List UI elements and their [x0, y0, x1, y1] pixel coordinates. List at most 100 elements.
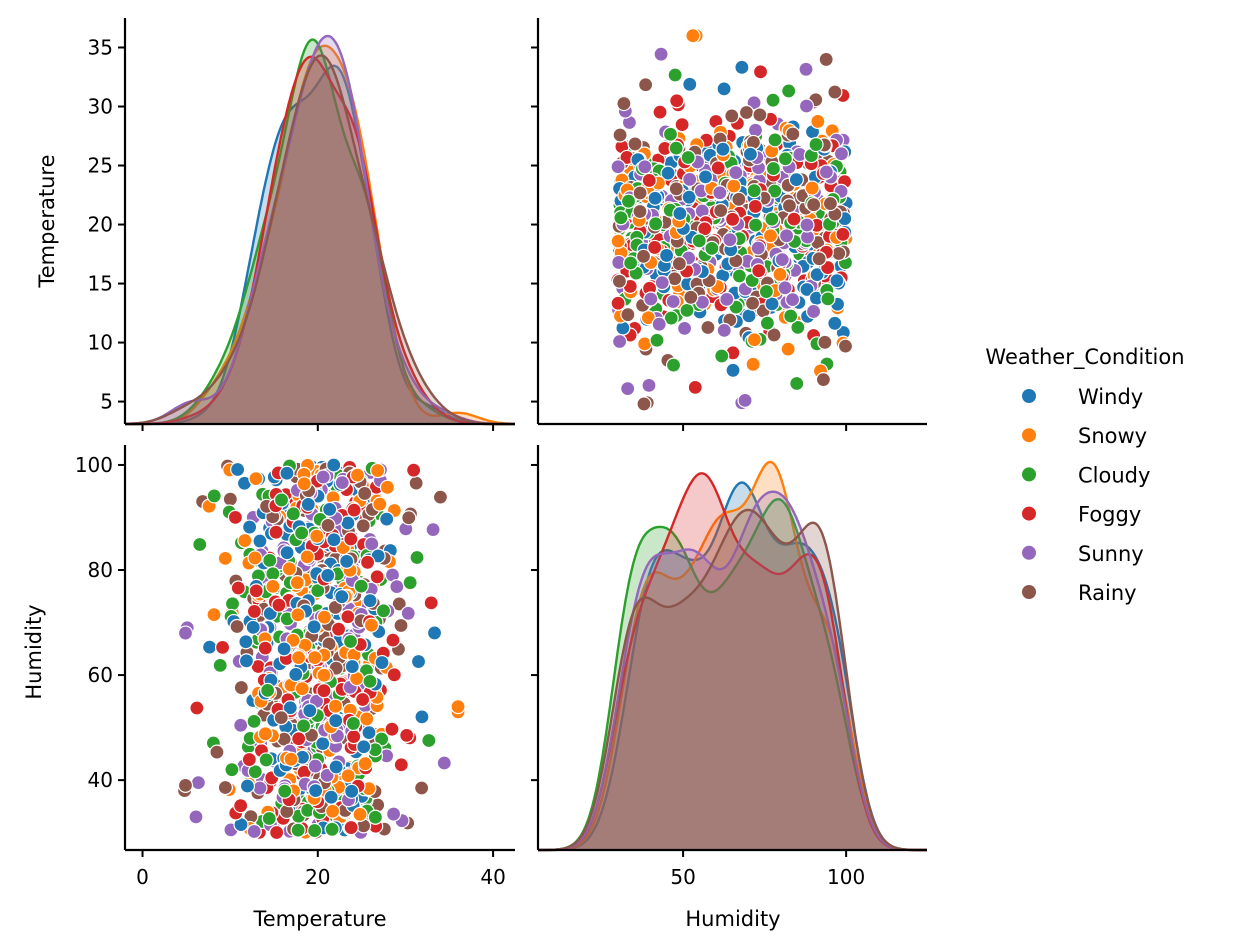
scatter-point-windy: [361, 725, 377, 741]
scatter-point-rainy: [222, 491, 238, 507]
scatter-point-rainy: [781, 198, 798, 214]
scatter-point-rainy: [713, 202, 729, 219]
kde-fill-windy: [538, 482, 927, 850]
y-tick-label-humidity: 100: [75, 453, 113, 477]
kde-fill-snowy: [125, 45, 515, 425]
scatter-point-foggy: [346, 502, 362, 518]
kde-fill-cloudy: [538, 499, 927, 850]
y-axis-label-humidity: Humidity: [22, 604, 46, 699]
scatter-point-cloudy: [679, 302, 695, 318]
scatter-point-rainy: [393, 617, 409, 634]
scatter-point-snowy: [746, 332, 762, 348]
scatter-point-windy: [300, 496, 316, 513]
y-tick-label-temperature: 30: [88, 95, 113, 119]
scatter-point-snowy: [307, 649, 323, 666]
legend-label-cloudy: Cloudy: [1078, 463, 1150, 487]
y-tick-label-temperature: 35: [88, 36, 113, 60]
scatter-point-cloudy: [224, 596, 241, 612]
scatter-point-sunny: [389, 579, 405, 595]
scatter-point-windy: [681, 189, 697, 205]
scatter-point-snowy: [290, 650, 307, 666]
scatter-point-rainy: [401, 510, 417, 526]
scatter-point-cloudy: [648, 216, 664, 232]
scatter-point-foggy: [393, 757, 409, 773]
scatter-point-sunny: [653, 46, 669, 62]
scatter-point-foggy: [786, 211, 802, 227]
scatter-point-sunny: [610, 159, 626, 175]
scatter-point-rainy: [408, 475, 424, 491]
y-tick-label-temperature: 15: [88, 272, 113, 296]
legend-marker-foggy: [1022, 506, 1036, 521]
scatter-point-rainy: [611, 273, 628, 289]
scatter-point-foggy: [330, 621, 347, 637]
scatter-point-foggy: [386, 667, 402, 683]
panel-temperature-kde: [124, 34, 515, 426]
scatter-point-snowy: [370, 462, 386, 479]
scatter-point-windy: [279, 465, 295, 481]
scatter-point-foggy: [233, 798, 249, 814]
scatter-point-rainy: [355, 518, 371, 534]
scatter-point-sunny: [252, 780, 268, 796]
scatter-point-sunny: [620, 380, 636, 397]
scatter-point-cloudy: [758, 283, 775, 300]
scatter-point-foggy: [674, 117, 690, 133]
scatter-point-cloudy: [714, 348, 730, 364]
scatter-point-rainy: [752, 107, 768, 123]
x-tick-label-humidity: 100: [827, 865, 865, 889]
y-tick-label-humidity: 80: [88, 558, 113, 582]
x-tick-label-humidity: 50: [670, 865, 695, 889]
scatter-point-cloudy: [192, 536, 208, 553]
scatter-point-rainy: [731, 191, 747, 207]
kde-line-foggy: [125, 55, 515, 426]
scatter-point-snowy: [257, 726, 273, 742]
scatter-point-cloudy: [613, 210, 629, 226]
legend-label-snowy: Snowy: [1078, 424, 1147, 448]
scatter-point-windy: [809, 267, 825, 283]
scatter-point-rainy: [273, 710, 289, 726]
scatter-point-snowy: [359, 711, 375, 727]
scatter-point-foggy: [189, 700, 205, 716]
scatter-point-foggy: [724, 211, 741, 227]
scatter-point-foggy: [291, 731, 307, 747]
scatter-point-cloudy: [781, 83, 797, 99]
scatter-point-foggy: [710, 160, 726, 176]
scatter-point-snowy: [340, 768, 356, 784]
scatter-point-snowy: [726, 178, 742, 194]
scatter-point-rainy: [432, 489, 449, 505]
scatter-point-sunny: [190, 775, 206, 791]
scatter-point-foggy: [214, 639, 231, 655]
scatter-point-cloudy: [765, 160, 781, 177]
scatter-point-windy: [741, 308, 757, 324]
scatter-point-snowy: [316, 609, 333, 625]
scatter-point-rainy: [806, 197, 822, 213]
scatter-point-foggy: [406, 462, 422, 478]
scatter-point-rainy: [177, 777, 194, 793]
scatter-point-cloudy: [790, 319, 806, 335]
scatter-point-sunny: [750, 240, 766, 256]
scatter-point-snowy: [294, 681, 310, 697]
scatter-point-cloudy: [704, 240, 720, 257]
scatter-point-sunny: [833, 146, 850, 162]
scatter-point-cloudy: [260, 682, 276, 698]
scatter-point-foggy: [747, 198, 763, 215]
legend-label-foggy: Foggy: [1078, 503, 1141, 527]
scatter-point-sunny: [334, 475, 350, 491]
kde-fill-sunny: [125, 36, 515, 424]
scatter-point-windy: [658, 247, 675, 264]
scatter-point-cloudy: [402, 575, 418, 591]
scatter-point-snowy: [327, 698, 344, 714]
scatter-point-windy: [829, 273, 845, 289]
scatter-point-rainy: [391, 596, 407, 612]
scatter-point-windy: [374, 654, 390, 671]
scatter-point-cloudy: [620, 193, 637, 209]
scatter-point-sunny: [716, 322, 732, 338]
scatter-point-cloudy: [247, 764, 263, 780]
scatter-point-windy: [201, 639, 218, 655]
scatter-point-foggy: [652, 104, 668, 120]
scatter-point-snowy: [804, 180, 820, 196]
y-tick-label-temperature: 5: [100, 390, 113, 414]
kde-line-sunny: [538, 490, 927, 852]
scatter-point-sunny: [676, 320, 693, 336]
scatter-point-snowy: [379, 479, 396, 495]
kde-line-windy: [125, 64, 515, 426]
